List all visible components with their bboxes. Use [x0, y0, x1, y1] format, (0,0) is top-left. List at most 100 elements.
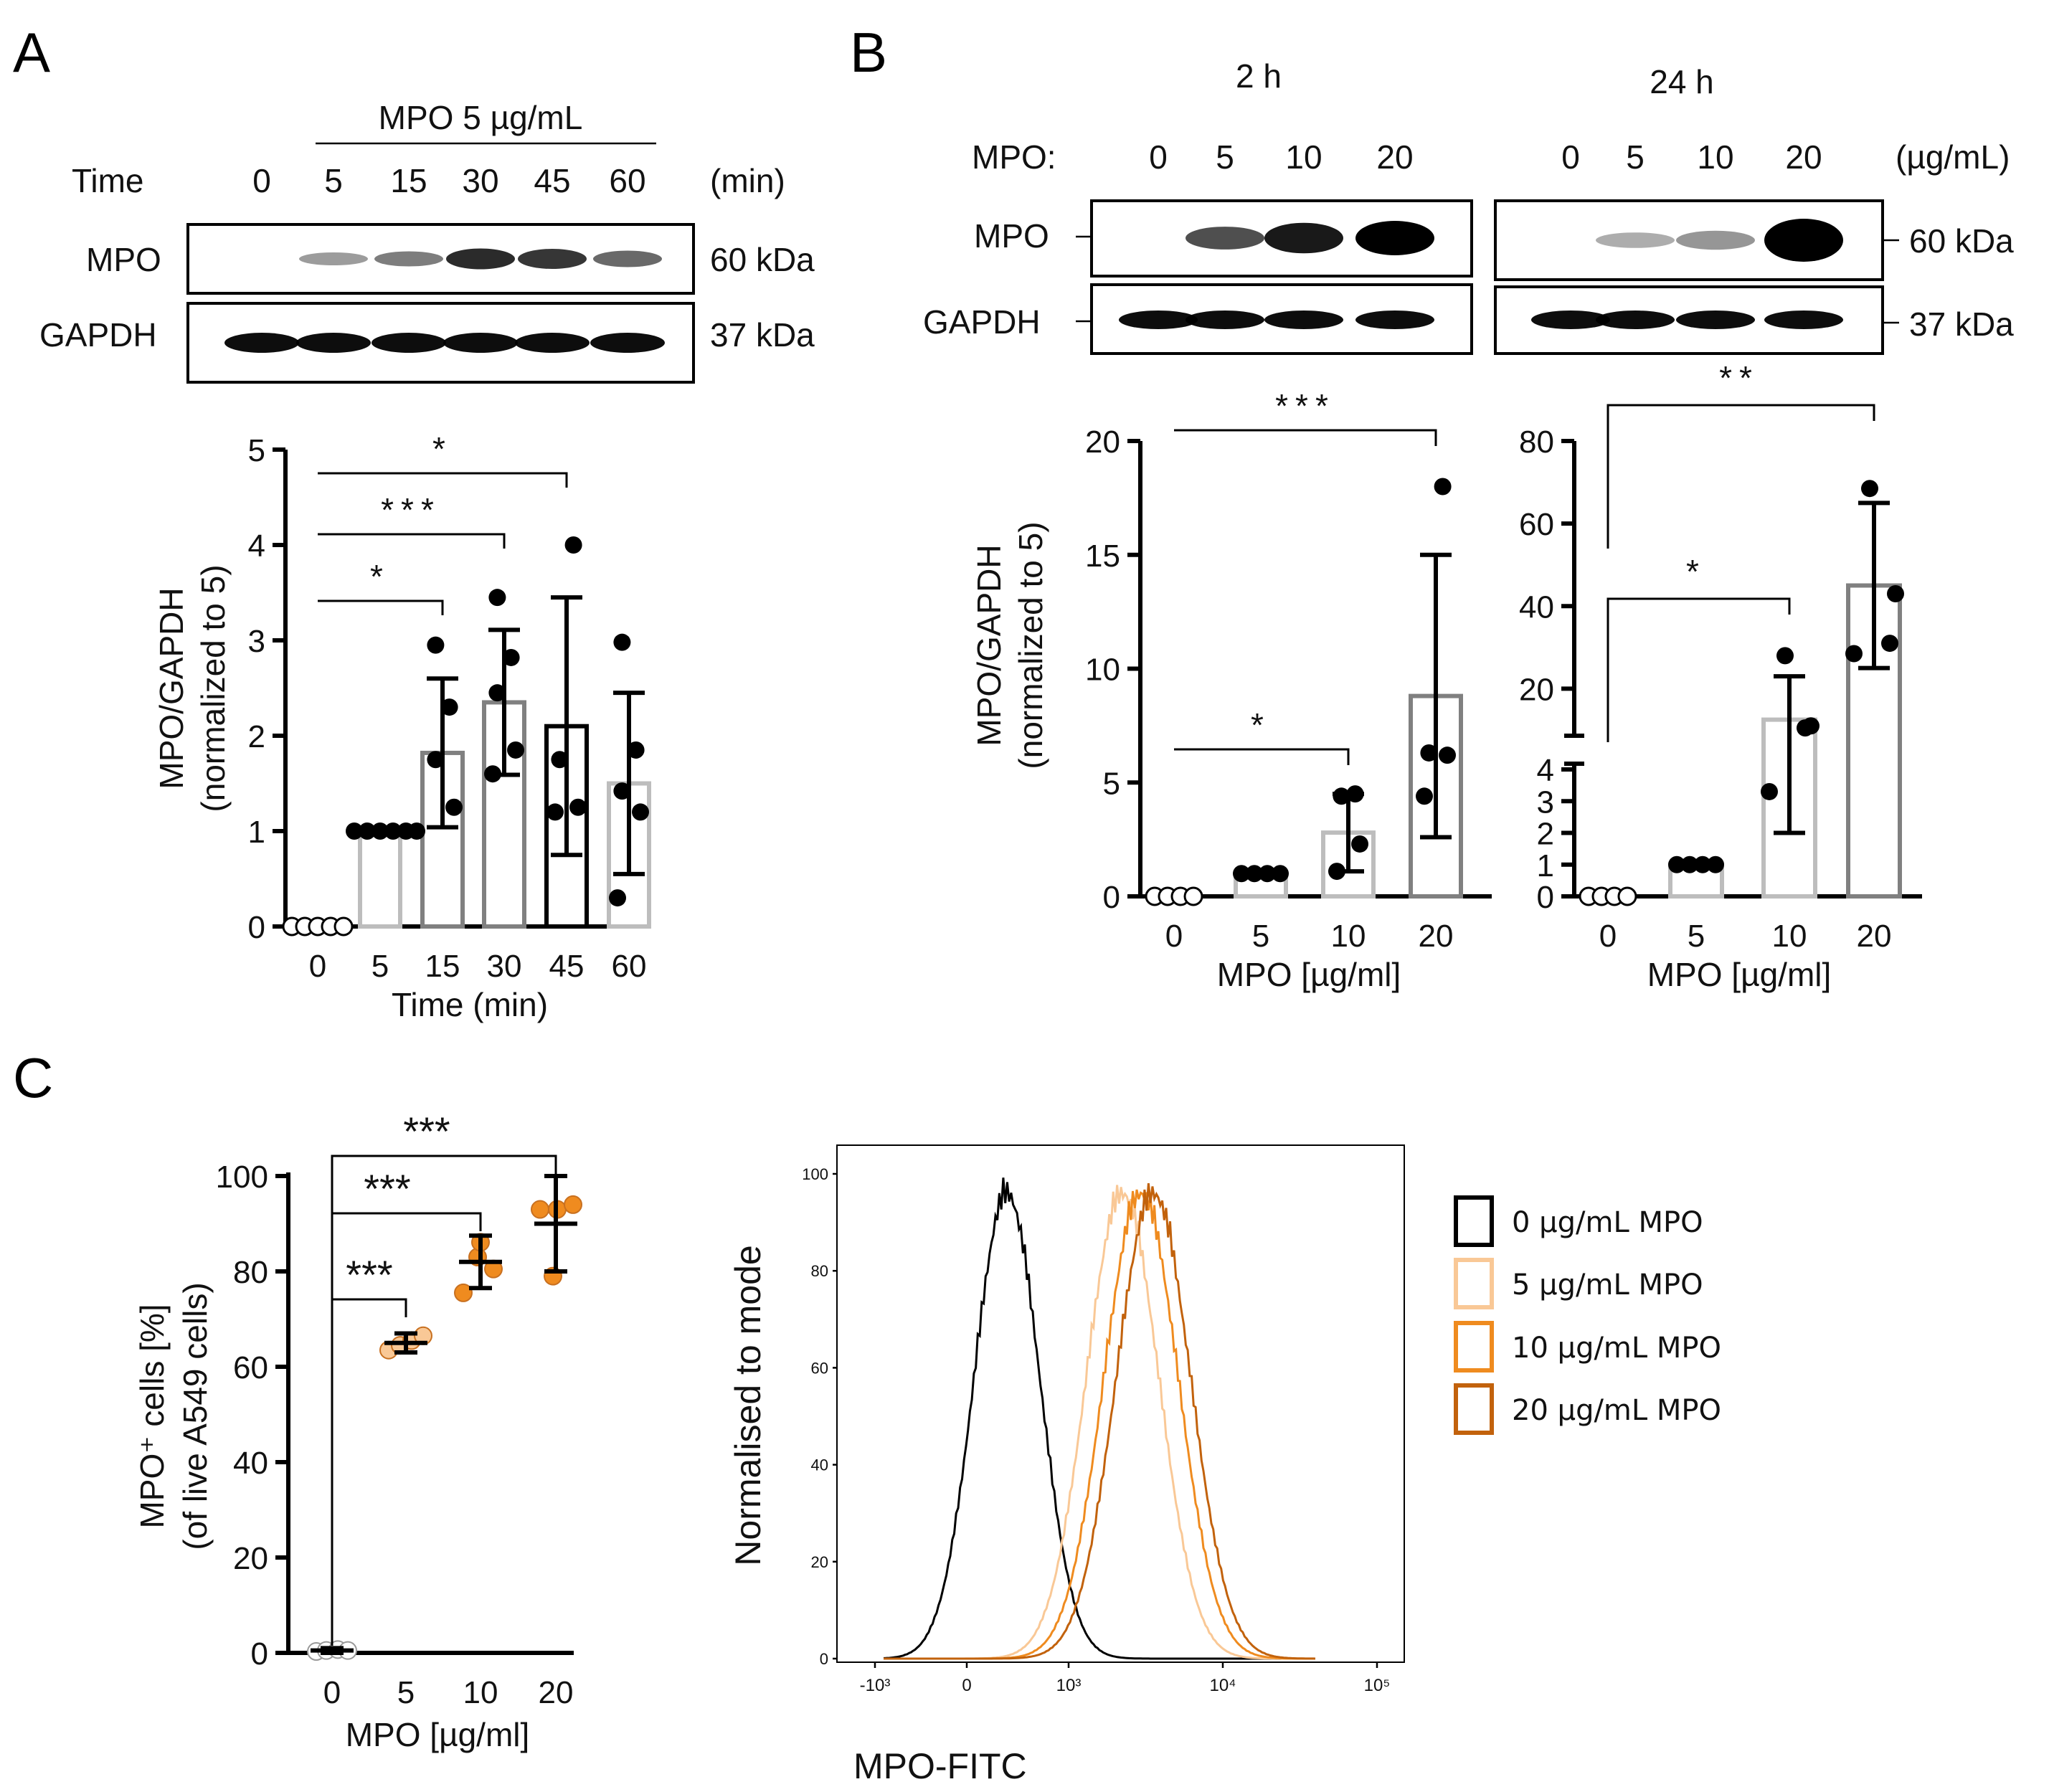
x-tick-label-60: 60	[612, 949, 647, 984]
y-tick-label: 5	[248, 433, 265, 468]
blot-b-2h-gapdh-band-3	[1355, 310, 1434, 329]
point-5-3	[1707, 855, 1724, 873]
blot-b-mpo-label: MPO:	[972, 138, 1056, 176]
point-15-3	[440, 698, 458, 716]
blot-a-row-mpo: MPO	[86, 241, 161, 278]
y-tick-label: 60	[233, 1350, 268, 1385]
point-10-0	[1328, 863, 1345, 881]
blot-a-gapdh-band-3	[443, 333, 518, 353]
blot-a-mpo-band-1	[299, 252, 368, 265]
blot-a-gapdh-band-1	[296, 333, 371, 353]
y-tick-label: 0	[1103, 880, 1120, 915]
point-5-3	[1272, 865, 1289, 883]
blot-b-24h-conc-10: 10	[1697, 138, 1733, 176]
blot-b-2h-gapdh-band-2	[1264, 310, 1343, 329]
point-10-2	[1333, 787, 1350, 805]
sig-label-45: *	[432, 430, 453, 468]
blot-b-time-24h: 24 h	[1650, 63, 1714, 100]
legend-label-0: 0 µg/mL MPO	[1512, 1206, 1703, 1239]
point-10-3	[1776, 647, 1794, 665]
sig-label-10: *	[1251, 706, 1271, 744]
blot-a-time-5: 5	[324, 162, 343, 199]
point-20-1	[1439, 746, 1456, 764]
point-20-0	[1845, 645, 1863, 663]
y-tick-label: 0	[1537, 880, 1554, 915]
y-axis-label-2: (normalized to 5)	[194, 564, 232, 812]
sig-label-15: *	[370, 558, 390, 595]
y-tick-label: 80	[811, 1262, 828, 1280]
point-20-1	[531, 1200, 549, 1219]
point-5-1	[1246, 865, 1263, 883]
blot-a-time-30: 30	[462, 162, 498, 199]
blot-b-2h-mpo-band-2	[1264, 222, 1343, 254]
blot-b-24h-conc-5: 5	[1626, 138, 1645, 176]
sig-bracket-10	[1174, 748, 1350, 765]
point-60-4	[613, 633, 631, 651]
blot-b-24h-gapdh-band-3	[1764, 310, 1843, 329]
point-20-3	[1434, 478, 1452, 496]
point-30-1	[507, 741, 524, 759]
blot-b-24h-gapdh-band-1	[1596, 310, 1675, 329]
point-5-0	[1668, 855, 1685, 873]
point-15-4	[427, 636, 445, 654]
x-axis-label: Time (min)	[392, 986, 548, 1023]
x-tick-label: 10³	[1056, 1676, 1082, 1695]
y-tick-label: 4	[248, 528, 265, 564]
y-tick-label: 2	[1537, 817, 1554, 852]
sig-bracket-30	[318, 533, 506, 549]
y-tick-label: 4	[1537, 753, 1554, 788]
point-5-2	[1694, 855, 1711, 873]
blot-a-mpo-band-5	[593, 250, 662, 267]
blot-b-24h-mpo-band-2	[1676, 230, 1755, 250]
bar-5	[358, 829, 402, 929]
blot-b-2h-conc-10: 10	[1285, 138, 1322, 176]
y-axis-label-1: MPO⁺ cells [%]	[133, 1304, 171, 1528]
y-tick-label: 80	[233, 1255, 268, 1290]
point-45-0	[546, 803, 564, 821]
blot-b-2h-mpo-band-3	[1355, 221, 1434, 255]
point-60-0	[609, 889, 626, 907]
x-tick-label-10: 10	[1772, 919, 1807, 954]
x-tick-label-0: 0	[323, 1675, 341, 1710]
point-30-4	[488, 589, 506, 607]
x-axis-label: MPO [µg/ml]	[1647, 956, 1832, 993]
y-axis-label-2: (of live A549 cells)	[176, 1282, 214, 1550]
chart-b-2h-bar: 0 5 10 15 20 0 5 10 20 MPO [µg/ml] MPO/GAPDH (norma…	[970, 387, 1492, 993]
blot-a-size-37: 37 kDa	[710, 316, 815, 354]
point-20-2	[1887, 585, 1904, 603]
x-tick-label-10: 10	[463, 1675, 498, 1710]
y-tick-label: 100	[802, 1165, 828, 1183]
point-45-2	[551, 751, 569, 769]
y-tick-label: 40	[1519, 589, 1554, 625]
y-tick-label: 1	[1537, 848, 1554, 883]
blot-a-size-60: 60 kDa	[710, 241, 815, 278]
sig-bracket-10	[1606, 597, 1791, 742]
point-10-0	[1761, 782, 1778, 800]
legend-swatch-2	[1454, 1321, 1494, 1373]
x-tick-label: -10³	[860, 1676, 891, 1695]
x-axis-label: MPO [µg/ml]	[1217, 956, 1401, 993]
blot-a-time-unit: (min)	[710, 162, 785, 199]
y-tick-label: 0	[251, 1636, 268, 1672]
x-tick-label-5: 5	[397, 1675, 415, 1710]
point-20-1	[1881, 635, 1898, 653]
blot-a-row-gapdh: GAPDH	[39, 316, 157, 354]
blot-a-mpo-band-4	[518, 249, 587, 269]
y-tick-label: 20	[811, 1553, 828, 1571]
point-5-1	[1681, 855, 1698, 873]
point-45-3	[564, 536, 582, 554]
blot-a-time-label: Time	[72, 162, 144, 199]
point-20-0	[1416, 787, 1433, 805]
x-tick-label-5: 5	[1688, 919, 1705, 954]
blot-b-bands	[1119, 219, 1843, 329]
blot-b-row-mpo: MPO	[974, 217, 1049, 255]
point-15-1	[445, 798, 463, 816]
y-axis-label-2: (normalized to 5)	[1012, 521, 1049, 769]
point-20-2	[1420, 744, 1438, 762]
blot-b-2h-conc-5: 5	[1216, 138, 1234, 176]
histogram-10-g-ml-mpo	[884, 1189, 1315, 1660]
x-tick-label-20: 20	[539, 1675, 574, 1710]
blot-b-2h-conc-20: 20	[1376, 138, 1413, 176]
legend-label-2: 10 µg/mL MPO	[1512, 1332, 1721, 1365]
